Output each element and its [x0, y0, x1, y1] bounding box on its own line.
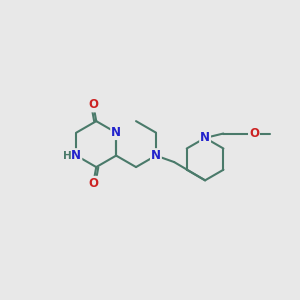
Text: H: H	[63, 151, 71, 160]
Text: O: O	[88, 98, 98, 111]
Text: O: O	[88, 177, 98, 190]
Text: N: N	[151, 149, 161, 162]
Text: N: N	[71, 149, 81, 162]
Text: N: N	[111, 126, 121, 139]
Text: O: O	[249, 127, 259, 140]
Text: N: N	[200, 131, 210, 144]
